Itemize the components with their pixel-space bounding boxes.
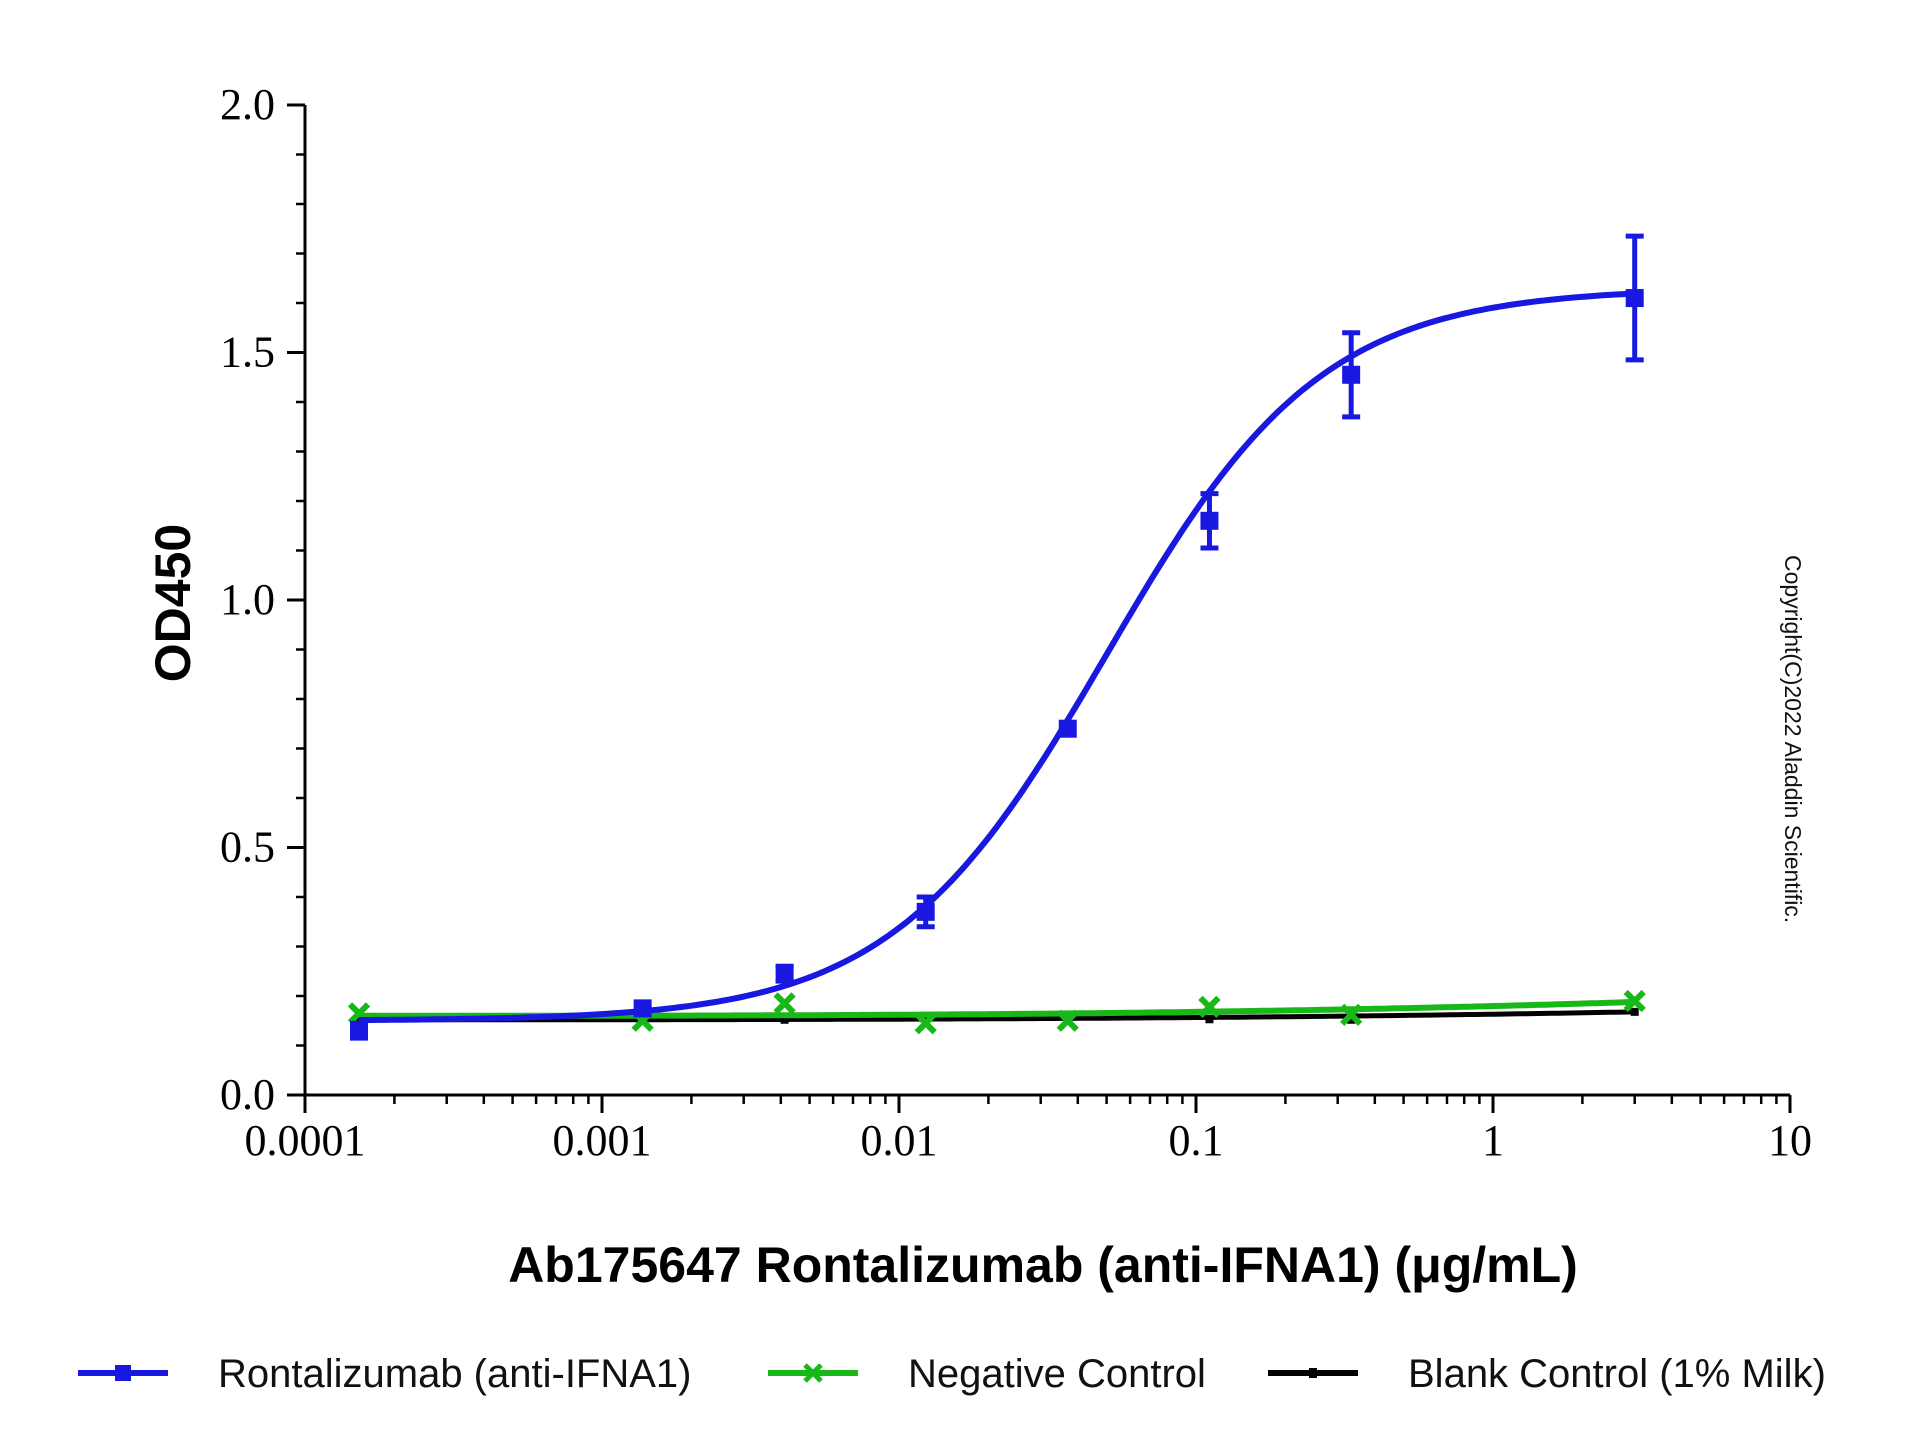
y-tick-label: 1.0 xyxy=(220,575,275,624)
legend-item-rontalizumab: Rontalizumab (anti-IFNA1) xyxy=(78,1352,692,1396)
square-marker xyxy=(1200,511,1219,530)
rontalizumab-point xyxy=(1058,719,1077,738)
negative-control-point xyxy=(914,1012,937,1035)
rontalizumab-point xyxy=(775,963,794,984)
square-marker xyxy=(350,1021,369,1040)
legend-label: Rontalizumab (anti-IFNA1) xyxy=(218,1352,692,1396)
x-marker-stroke xyxy=(347,1002,371,1025)
rontalizumab-point xyxy=(350,1020,369,1041)
y-tick-label: 1.5 xyxy=(220,328,275,377)
legend-swatch-marker xyxy=(1309,1368,1317,1378)
rontalizumab-point xyxy=(1342,330,1361,420)
blank-control-point xyxy=(1630,1007,1639,1016)
x-tick-label: 10 xyxy=(1768,1116,1812,1165)
square-marker xyxy=(633,999,652,1018)
legend-swatch-marker xyxy=(803,1363,823,1383)
rontalizumab-point xyxy=(1200,491,1219,551)
x-tick-label: 0.01 xyxy=(861,1116,938,1165)
y-tick-label: 2.0 xyxy=(220,80,275,129)
x-marker-stroke xyxy=(1623,989,1646,1013)
negative-control-point xyxy=(1056,1009,1079,1032)
x-marker-stroke xyxy=(1198,995,1221,1019)
blank-control-point xyxy=(780,1015,789,1024)
legend-label: Blank Control (1% Milk) xyxy=(1408,1352,1826,1396)
blank-control-curve xyxy=(359,1009,1635,1023)
x-axis-title: Ab175647 Rontalizumab (anti-IFNA1) (μg/m… xyxy=(508,1237,1578,1293)
x-marker-stroke xyxy=(1056,1009,1079,1032)
legend-item-blank-control: Blank Control (1% Milk) xyxy=(1268,1352,1826,1396)
negative-control-point xyxy=(773,992,796,1015)
copyright-watermark: Copyright(C)2022 Aladdin Scientific. xyxy=(1780,555,1806,923)
rontalizumab-curve xyxy=(358,290,1635,1024)
x-tick-label: 0.0001 xyxy=(245,1116,366,1165)
square-marker xyxy=(1342,365,1361,384)
axes-layer: 0.0 0.5 1.0 1.5 2.0 0.0001 0.001 0.01 0.1 1 10 xyxy=(220,80,1812,1165)
square-marker xyxy=(1625,289,1644,308)
y-axis-title: OD450 xyxy=(145,524,201,682)
x-tick-label: 0.001 xyxy=(553,1116,652,1165)
negative-control-point xyxy=(1623,989,1646,1013)
x-marker-stroke xyxy=(773,992,796,1015)
legend: Rontalizumab (anti-IFNA1) Negative Contro… xyxy=(78,1352,1826,1396)
legend-item-negative-control: Negative Control xyxy=(768,1352,1206,1396)
x-marker-stroke xyxy=(1340,1003,1363,1026)
rontalizumab-point xyxy=(633,999,652,1018)
negative-control-point xyxy=(1340,1003,1363,1026)
series-layer xyxy=(347,233,1646,1041)
y-tick-label: 0.5 xyxy=(220,823,275,872)
square-marker xyxy=(916,902,935,921)
square-marker xyxy=(775,964,794,983)
rontalizumab-point xyxy=(916,894,935,930)
rontalizumab-point xyxy=(1625,233,1644,363)
x-marker-stroke xyxy=(914,1012,937,1035)
square-marker xyxy=(1058,719,1077,738)
blank-control-point xyxy=(1205,1015,1214,1024)
legend-swatch-marker xyxy=(115,1365,131,1381)
y-tick-label: 0.0 xyxy=(220,1070,275,1119)
legend-label: Negative Control xyxy=(908,1352,1206,1396)
x-tick-label: 0.1 xyxy=(1169,1116,1224,1165)
blank-control-point xyxy=(1347,1015,1356,1024)
negative-control-point xyxy=(1198,995,1221,1019)
x-tick-label: 1 xyxy=(1482,1116,1504,1165)
